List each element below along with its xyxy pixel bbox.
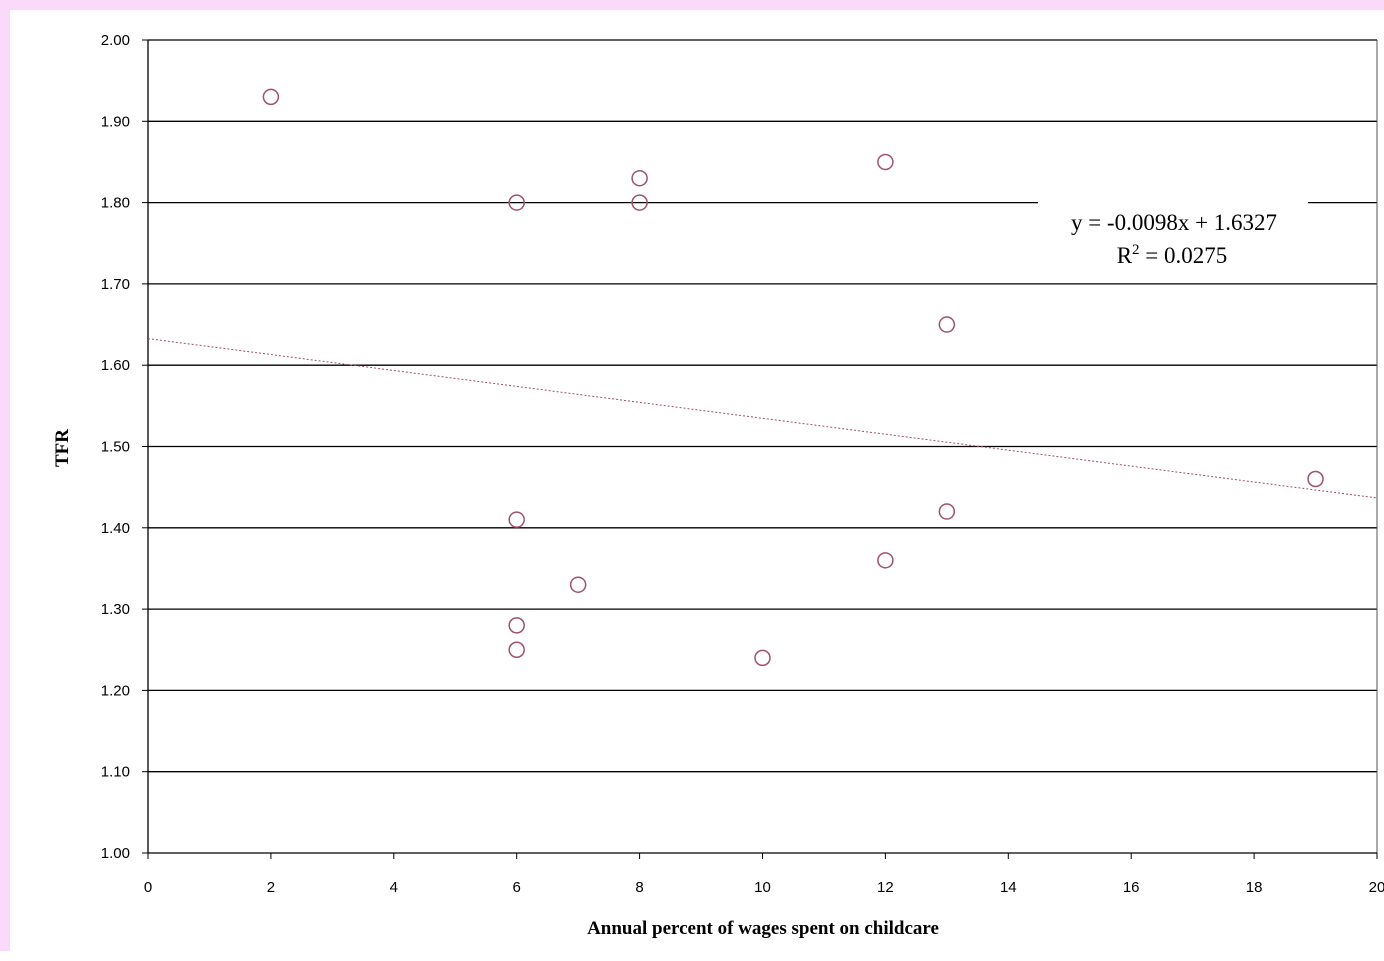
y-tick-label: 1.50 xyxy=(101,439,130,456)
x-tick-label: 6 xyxy=(513,879,521,896)
data-point xyxy=(631,169,648,187)
x-tick-label: 20 xyxy=(1369,879,1384,896)
y-tick-label: 2.00 xyxy=(101,32,130,49)
data-point xyxy=(938,503,956,520)
data-point xyxy=(877,153,894,171)
y-axis-title: TFR xyxy=(52,429,73,467)
x-tick-label: 0 xyxy=(144,879,152,896)
y-tick-label: 1.10 xyxy=(101,764,130,781)
data-point xyxy=(631,194,648,211)
data-point xyxy=(569,576,587,593)
trendline-r2: R2 = 0.0275 xyxy=(1117,242,1228,268)
data-point xyxy=(1307,470,1324,488)
data-point xyxy=(508,194,525,211)
data-point xyxy=(938,316,956,333)
trendline xyxy=(147,338,1378,499)
trendline-equation: y = -0.0098x + 1.6327 xyxy=(1071,210,1277,235)
x-tick-label: 16 xyxy=(1123,879,1140,896)
data-point xyxy=(754,649,771,667)
y-tick-label: 1.00 xyxy=(101,845,130,862)
y-tick-label: 1.90 xyxy=(101,113,130,130)
data-point xyxy=(877,552,894,569)
y-tick-label: 1.40 xyxy=(101,520,130,537)
data-point xyxy=(508,617,525,634)
y-tick-label: 1.60 xyxy=(101,357,130,374)
data-point xyxy=(262,88,280,106)
data-point xyxy=(508,641,525,658)
x-axis-title: Annual percent of wages spent on childca… xyxy=(587,918,939,939)
x-tick-label: 2 xyxy=(267,879,275,896)
y-tick-label: 1.80 xyxy=(101,195,130,212)
y-tick-label: 1.20 xyxy=(101,682,130,699)
y-tick-label: 1.70 xyxy=(101,276,130,293)
x-tick-label: 10 xyxy=(754,879,771,896)
x-tick-label: 18 xyxy=(1246,879,1263,896)
x-tick-label: 4 xyxy=(390,879,398,896)
data-point xyxy=(508,511,525,528)
x-tick-label: 12 xyxy=(877,879,894,896)
scatter-chart: 1.00 1.10 1.20 1.30 1.40 1.50 1.60 1.70 1.80 1.90… xyxy=(52,32,1384,939)
x-tick-label: 14 xyxy=(1000,879,1017,896)
y-tick-label: 1.30 xyxy=(101,601,130,618)
x-tick-label: 8 xyxy=(635,879,643,896)
trendline-equation-box: y = -0.0098x + 1.6327 R2 = 0.0275 xyxy=(1038,196,1308,272)
